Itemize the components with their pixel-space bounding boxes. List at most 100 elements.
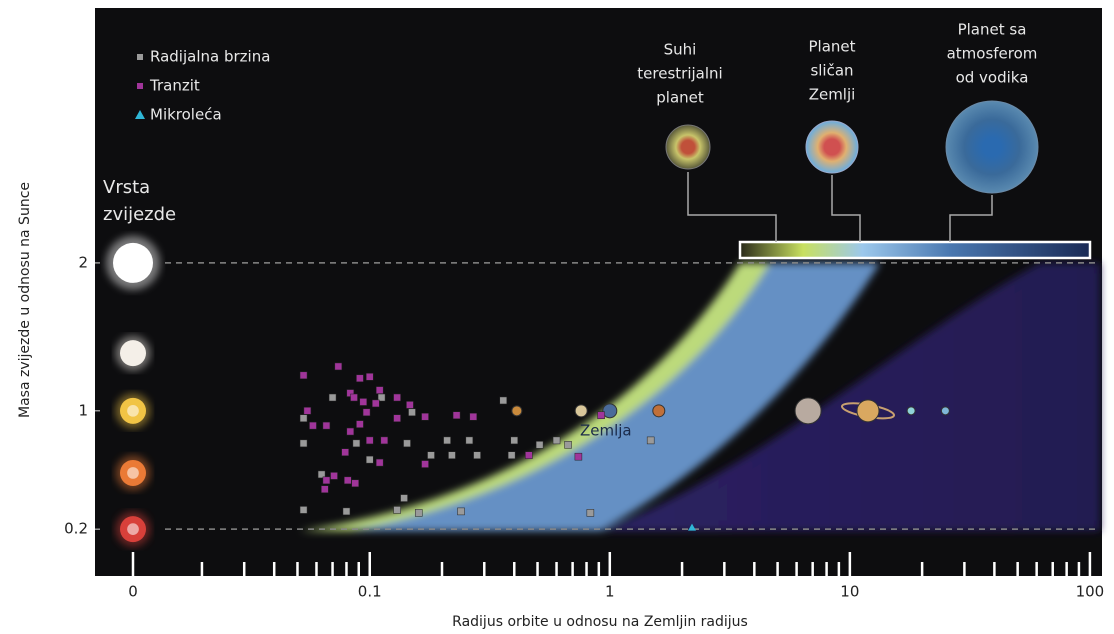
point	[552, 436, 561, 445]
planet	[794, 397, 822, 425]
point	[427, 451, 435, 459]
planet	[652, 404, 666, 418]
legend-marker	[135, 110, 145, 119]
planet-type-label: od vodika	[956, 69, 1029, 87]
connector	[687, 172, 777, 242]
point	[473, 451, 481, 459]
earthlike-zone	[300, 263, 880, 531]
point	[574, 452, 583, 461]
y-tick-label: 1	[78, 401, 88, 419]
connector	[949, 195, 993, 242]
point	[365, 436, 374, 445]
point	[341, 448, 349, 456]
y-axis-label: Masa zvijezde u odnosu na Sunce	[17, 182, 33, 418]
star-core	[127, 467, 139, 479]
point	[465, 436, 474, 445]
point	[414, 509, 423, 517]
point	[421, 460, 429, 468]
point	[443, 436, 451, 445]
point	[403, 439, 411, 448]
x-axis-label: Radijus orbite u odnosu na Zemljin radij…	[452, 614, 748, 630]
stars-title: Vrsta	[103, 177, 150, 198]
point	[350, 393, 358, 402]
planet-type-label: Planet sa	[958, 21, 1027, 39]
point	[406, 401, 414, 409]
point	[564, 441, 572, 449]
point	[393, 393, 401, 402]
y-tick-label: 0.2	[64, 520, 88, 538]
star-core	[127, 404, 139, 417]
legend-marker	[137, 83, 143, 89]
point	[393, 506, 401, 514]
y-tick-label: 2	[78, 253, 88, 271]
point	[393, 414, 401, 422]
point	[372, 399, 380, 408]
point	[597, 411, 605, 420]
point	[334, 362, 343, 371]
point	[365, 373, 374, 381]
x-tick-label: 0.1	[358, 583, 382, 601]
point	[317, 470, 326, 479]
point	[309, 421, 317, 430]
point	[365, 455, 374, 464]
zone-bar	[738, 240, 1092, 260]
planet	[602, 403, 618, 419]
hydrogen-zone	[600, 263, 1100, 531]
dry-planet-icon	[665, 124, 711, 170]
planet-type-label: planet	[656, 89, 704, 107]
point	[299, 414, 308, 422]
planet	[906, 406, 916, 416]
point	[342, 507, 351, 516]
point	[687, 523, 696, 531]
planet-label: Zemlja	[580, 421, 632, 439]
point	[469, 412, 478, 421]
point	[359, 398, 368, 406]
habitable-zone	[300, 263, 1100, 531]
stars-title: zvijezde	[103, 204, 176, 225]
point	[408, 408, 416, 417]
legend-label: Tranzit	[149, 77, 200, 95]
point	[375, 386, 384, 394]
planet	[940, 406, 950, 416]
star	[113, 242, 153, 283]
point	[299, 506, 308, 514]
x-tick-label: 1	[605, 583, 615, 601]
point	[346, 427, 355, 436]
planet-type-label: Zemlji	[809, 86, 856, 104]
point	[380, 436, 389, 445]
legend-label: Mikroleća	[150, 106, 222, 124]
point	[646, 436, 655, 445]
point	[448, 451, 456, 459]
point	[510, 436, 519, 445]
earthlike-planet-icon	[805, 120, 859, 174]
point	[356, 420, 364, 428]
planet-type-label: Suhi	[664, 41, 697, 59]
planet	[511, 405, 523, 417]
point	[330, 472, 338, 480]
hydrogen-planet-icon	[945, 100, 1039, 194]
legend-marker	[137, 54, 143, 60]
planet-type-label: atmosferom	[947, 45, 1038, 63]
point	[525, 451, 533, 459]
point	[322, 476, 331, 485]
connector	[831, 175, 861, 242]
planet-type-label: terestrijalni	[637, 65, 722, 83]
point	[586, 509, 595, 517]
connectors	[687, 172, 993, 242]
point	[328, 393, 337, 402]
x-zero-label: 0	[128, 583, 138, 601]
planet	[574, 404, 588, 418]
point	[499, 396, 508, 405]
point	[352, 439, 361, 448]
point	[457, 507, 465, 516]
point	[344, 476, 352, 485]
point	[421, 412, 429, 421]
point	[377, 393, 386, 402]
star	[120, 340, 146, 367]
star-core	[127, 523, 139, 535]
point	[299, 371, 308, 380]
point	[356, 374, 364, 383]
point	[351, 479, 359, 488]
point	[452, 411, 461, 420]
